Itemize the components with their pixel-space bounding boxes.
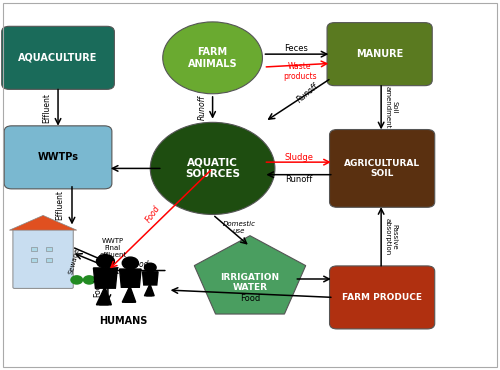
Text: WWTP
Final
effluent: WWTP Final effluent [100, 238, 126, 258]
Text: Effluent: Effluent [55, 190, 64, 220]
Text: FARM
ANIMALS: FARM ANIMALS [188, 47, 238, 68]
Text: IRRIGATION
WATER: IRRIGATION WATER [220, 273, 280, 292]
Circle shape [150, 122, 275, 215]
Text: Runoff: Runoff [285, 175, 312, 184]
Polygon shape [94, 268, 118, 288]
Bar [30, 247, 37, 251]
Bar [46, 258, 52, 262]
Polygon shape [142, 272, 158, 285]
Text: Soil
amendment: Soil amendment [384, 87, 398, 129]
Text: Domestic
use: Domestic use [222, 221, 256, 234]
Circle shape [70, 275, 83, 285]
Text: Food: Food [94, 279, 102, 297]
Bar [30, 258, 37, 262]
FancyBboxPatch shape [4, 126, 112, 189]
Polygon shape [10, 215, 76, 230]
Polygon shape [146, 285, 154, 296]
Polygon shape [122, 287, 133, 302]
FancyBboxPatch shape [2, 26, 114, 89]
FancyBboxPatch shape [330, 130, 434, 207]
Ellipse shape [162, 22, 262, 94]
Text: Food: Food [240, 294, 260, 303]
Text: Runoff: Runoff [295, 82, 320, 105]
FancyBboxPatch shape [327, 23, 432, 86]
Text: HUMANS: HUMANS [98, 316, 147, 326]
Text: AGRICULTURAL
SOIL: AGRICULTURAL SOIL [344, 159, 420, 178]
Text: Runoff: Runoff [198, 95, 207, 120]
Circle shape [96, 255, 114, 268]
Bar [46, 247, 52, 251]
Text: Effluent: Effluent [42, 92, 51, 122]
FancyBboxPatch shape [13, 229, 73, 288]
Text: MANURE: MANURE [356, 49, 404, 59]
Circle shape [144, 263, 156, 272]
Text: Food: Food [144, 204, 162, 225]
Text: Passive
absorption: Passive absorption [384, 218, 398, 255]
Text: Sewage: Sewage [68, 248, 81, 275]
Polygon shape [144, 285, 152, 296]
Text: Waste
products: Waste products [283, 62, 316, 81]
Polygon shape [194, 236, 306, 314]
Text: Sludge: Sludge [284, 153, 314, 162]
Polygon shape [125, 287, 136, 302]
Polygon shape [100, 288, 112, 305]
Polygon shape [96, 288, 108, 305]
Text: Food: Food [131, 260, 150, 269]
FancyBboxPatch shape [330, 266, 434, 329]
Circle shape [82, 275, 96, 285]
Text: FARM PRODUCE: FARM PRODUCE [342, 293, 422, 302]
Text: WWTPs: WWTPs [38, 152, 78, 162]
Text: AQUACULTURE: AQUACULTURE [18, 53, 98, 63]
Polygon shape [120, 269, 141, 287]
Text: Feces: Feces [284, 44, 308, 53]
Text: AQUATIC
SOURCES: AQUATIC SOURCES [185, 158, 240, 179]
Circle shape [122, 257, 138, 269]
